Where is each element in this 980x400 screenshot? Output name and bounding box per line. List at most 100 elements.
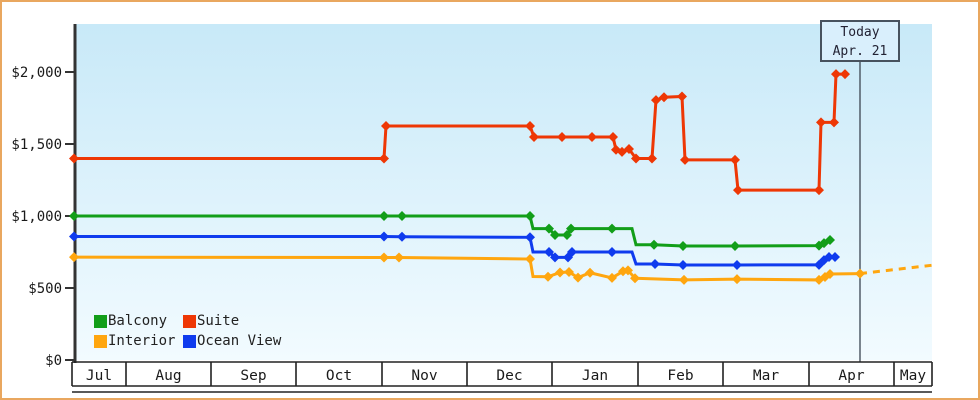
data-point-marker (394, 252, 404, 263)
data-point-marker (69, 252, 79, 263)
legend-swatch (183, 314, 196, 328)
month-label: Nov (411, 368, 437, 384)
month-label: May (900, 368, 926, 384)
legend-label: Interior (108, 333, 176, 349)
data-point-marker (649, 239, 659, 250)
data-point-marker (607, 247, 617, 257)
data-point-marker (855, 268, 865, 279)
data-point-marker (607, 272, 617, 283)
data-point-marker (730, 240, 740, 251)
data-point-marker (733, 185, 743, 196)
series-line (74, 214, 831, 248)
legend-swatch (183, 334, 196, 348)
month-label: Sep (240, 368, 266, 384)
month-label: Jan (582, 368, 608, 384)
data-point-marker (69, 211, 79, 221)
series-suite (69, 69, 850, 196)
data-point-marker (69, 153, 79, 164)
month-label: Dec (496, 368, 522, 384)
today-marker-date: Apr. 21 (832, 44, 888, 59)
y-axis-tick-label: $1,500 (11, 137, 62, 153)
today-marker-label: Today Apr. 21 (820, 20, 900, 62)
plot-area (76, 24, 932, 360)
data-point-marker (381, 121, 391, 131)
data-point-marker (550, 252, 560, 263)
data-point-marker (69, 231, 79, 242)
data-point-marker (608, 131, 618, 142)
data-point-marker (730, 154, 740, 165)
data-point-marker (379, 231, 389, 242)
data-point-marker (585, 267, 595, 278)
data-point-marker (825, 235, 835, 246)
data-point-marker (564, 267, 574, 278)
legend-label: Ocean View (197, 333, 282, 349)
data-point-marker (557, 131, 567, 142)
data-point-marker (659, 92, 669, 103)
data-point-marker (624, 144, 634, 155)
legend-item-balcony: Balcony (94, 313, 183, 329)
data-point-marker (732, 274, 742, 285)
data-point-marker (678, 240, 688, 251)
data-point-marker (831, 69, 841, 80)
data-point-marker (840, 69, 850, 80)
data-point-marker (544, 223, 554, 234)
data-point-marker (562, 230, 572, 241)
month-label: Mar (753, 368, 779, 384)
today-marker-title: Today (840, 25, 880, 40)
legend-item-interior: Interior (94, 333, 183, 349)
data-point-marker (814, 185, 824, 196)
month-label: Oct (326, 368, 352, 384)
data-point-marker (567, 247, 577, 257)
series-ocean-view (69, 231, 840, 270)
legend: Balcony Suite Interior Ocean View (94, 313, 281, 349)
data-point-marker (824, 252, 834, 263)
month-label: Jul (86, 368, 112, 384)
data-point-marker (543, 271, 553, 282)
data-point-marker (677, 91, 687, 102)
legend-item-suite: Suite (183, 313, 281, 329)
data-point-marker (379, 252, 389, 263)
data-point-marker (630, 273, 640, 284)
month-label: Feb (667, 368, 693, 384)
legend-swatch (94, 314, 107, 328)
series-interior (69, 252, 933, 285)
data-point-marker (829, 117, 839, 128)
data-point-marker (397, 231, 407, 242)
data-point-marker (566, 223, 576, 234)
data-point-marker (379, 153, 389, 164)
legend-item-ocean-view: Ocean View (183, 333, 281, 349)
data-point-marker (650, 258, 660, 269)
data-point-marker (607, 223, 617, 234)
y-axis-tick-label: $0 (45, 353, 62, 369)
data-point-marker (544, 247, 554, 257)
month-label: Apr (838, 368, 864, 384)
data-point-marker (732, 259, 742, 270)
data-point-marker (830, 252, 840, 263)
data-point-marker (651, 95, 661, 106)
month-label: Aug (155, 368, 181, 384)
y-axis-tick-label: $500 (28, 281, 62, 297)
data-point-marker (816, 117, 826, 128)
data-point-marker (587, 131, 597, 142)
data-point-marker (555, 267, 565, 278)
data-point-marker (550, 230, 560, 241)
data-point-marker (529, 131, 539, 142)
series-balcony (69, 211, 835, 251)
legend-label: Suite (197, 313, 240, 329)
legend-label: Balcony (108, 313, 168, 329)
y-axis-tick-label: $1,000 (11, 209, 62, 225)
data-point-marker (680, 154, 690, 165)
legend-swatch (94, 334, 107, 348)
data-point-marker (397, 211, 407, 221)
data-point-marker (631, 153, 641, 164)
data-point-marker (825, 269, 835, 280)
data-point-marker (679, 274, 689, 285)
data-point-marker (678, 259, 688, 270)
data-point-marker (525, 121, 535, 131)
data-point-marker (647, 153, 657, 164)
data-point-marker (573, 272, 583, 283)
data-point-marker (525, 211, 535, 221)
data-point-marker (623, 265, 633, 276)
